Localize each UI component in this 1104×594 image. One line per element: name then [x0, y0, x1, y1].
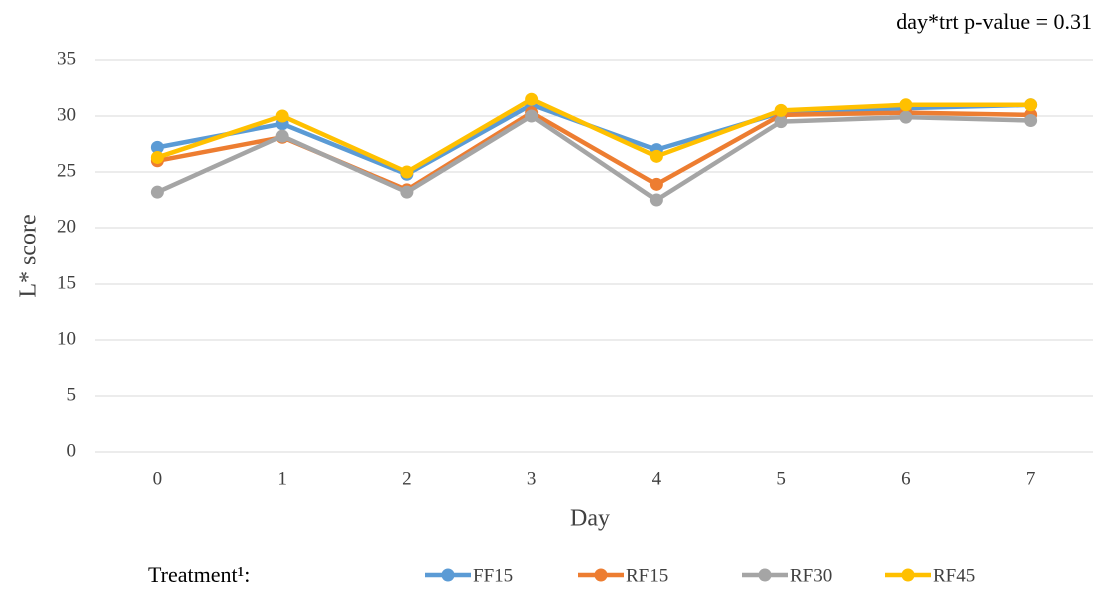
data-point — [1024, 98, 1038, 112]
data-point — [275, 129, 289, 143]
data-point — [649, 193, 663, 207]
x-tick-label: 7 — [1026, 468, 1036, 489]
x-tick-label: 0 — [153, 468, 163, 489]
y-tick-label: 0 — [67, 440, 77, 461]
series-line — [156, 96, 1031, 175]
x-tick-label: 3 — [527, 468, 537, 489]
data-point — [899, 98, 913, 112]
data-point — [774, 103, 788, 117]
data-point — [150, 150, 164, 164]
data-point — [525, 109, 539, 123]
series-line — [156, 113, 1031, 203]
legend-marker — [441, 568, 455, 582]
data-point — [649, 177, 663, 191]
data-point — [150, 185, 164, 199]
legend-marker — [594, 568, 608, 582]
y-tick-label: 10 — [57, 328, 76, 349]
y-tick-label: 35 — [57, 48, 76, 69]
legend-label: RF45 — [933, 565, 975, 586]
y-tick-label: 20 — [57, 216, 76, 237]
data-point — [150, 140, 164, 154]
data-point — [275, 109, 289, 123]
data-point — [649, 149, 663, 163]
y-tick-label: 25 — [57, 160, 76, 181]
data-point — [400, 165, 414, 179]
data-point — [400, 185, 414, 199]
legend-label: RF15 — [626, 565, 668, 586]
x-tick-label: 1 — [277, 468, 287, 489]
annotation: day*trt p-value = 0.31 — [896, 9, 1092, 34]
x-tick-label: 5 — [776, 468, 786, 489]
y-tick-label: 30 — [57, 104, 76, 125]
y-axis-label: L* score — [16, 214, 42, 297]
data-point — [525, 92, 539, 106]
x-tick-label: 2 — [402, 468, 412, 489]
data-point — [1024, 113, 1038, 127]
y-tick-label: 5 — [67, 384, 77, 405]
x-axis-label: Day — [570, 506, 610, 532]
data-point — [899, 110, 913, 124]
data-point — [774, 115, 788, 129]
legend-title: Treatment¹: — [148, 562, 250, 587]
y-tick-label: 15 — [57, 272, 76, 293]
legend-label: FF15 — [473, 565, 513, 586]
x-tick-label: 6 — [901, 468, 911, 489]
x-tick-label: 4 — [652, 468, 662, 489]
legend-marker — [901, 568, 915, 582]
legend-marker — [758, 568, 772, 582]
legend-label: RF30 — [790, 565, 832, 586]
